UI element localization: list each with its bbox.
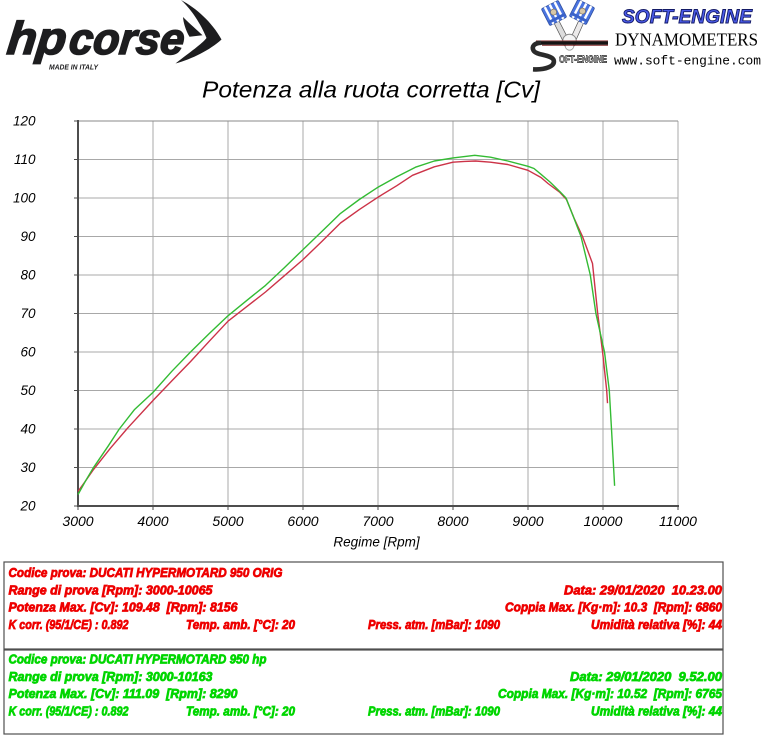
svg-text:60: 60 bbox=[20, 345, 36, 360]
svg-text:10000: 10000 bbox=[584, 513, 623, 529]
svg-text:Press. atm. [mBar]: 1090: Press. atm. [mBar]: 1090 bbox=[368, 704, 500, 718]
svg-text:www.soft-engine.com: www.soft-engine.com bbox=[614, 54, 761, 69]
svg-text:9000: 9000 bbox=[512, 513, 543, 529]
svg-text:70: 70 bbox=[20, 306, 36, 321]
svg-text:11000: 11000 bbox=[659, 513, 697, 529]
svg-text:30: 30 bbox=[20, 460, 36, 475]
svg-text:Temp. amb. [°C]: 20: Temp. amb. [°C]: 20 bbox=[186, 618, 295, 632]
svg-text:Potenza alla ruota corretta [C: Potenza alla ruota corretta [Cv] bbox=[202, 77, 541, 103]
svg-text:OFT-ENGINE: OFT-ENGINE bbox=[559, 54, 607, 66]
svg-text:120: 120 bbox=[13, 114, 36, 129]
svg-text:Data: 29/01/2020 10.23.00: Data: 29/01/2020 10.23.00 bbox=[564, 583, 722, 597]
svg-text:MADE IN ITALY: MADE IN ITALY bbox=[49, 62, 99, 71]
svg-text:Coppia Max. [Kg·m]: 10.3 [Rpm: Coppia Max. [Kg·m]: 10.3 [Rpm]: 6860 bbox=[505, 601, 722, 615]
svg-text:80: 80 bbox=[20, 268, 36, 283]
svg-text:8000: 8000 bbox=[437, 513, 468, 529]
svg-text:Codice prova: DUCATI HYPERMOTA: Codice prova: DUCATI HYPERMOTARD 950 ORI… bbox=[9, 566, 283, 580]
svg-text:4000: 4000 bbox=[137, 513, 168, 529]
svg-text:Codice prova: DUCATI HYPERMOTA: Codice prova: DUCATI HYPERMOTARD 950 hp bbox=[9, 653, 267, 667]
svg-text:Umidità relativa [%]: 44: Umidità relativa [%]: 44 bbox=[591, 618, 722, 632]
svg-text:Range di prova [Rpm]: 3000-100: Range di prova [Rpm]: 3000-10065 bbox=[9, 583, 214, 597]
svg-text:K corr. (95/1/CE) : 0.892: K corr. (95/1/CE) : 0.892 bbox=[9, 704, 129, 718]
svg-text:100: 100 bbox=[13, 191, 36, 206]
svg-text:5000: 5000 bbox=[212, 513, 243, 529]
svg-text:Potenza Max. [Cv]: 109.48 [Rp: Potenza Max. [Cv]: 109.48 [Rpm]: 8156 bbox=[9, 601, 239, 615]
svg-text:hp: hp bbox=[5, 12, 69, 64]
svg-text:90: 90 bbox=[20, 229, 36, 244]
svg-text:50: 50 bbox=[20, 383, 36, 398]
svg-text:Range di prova [Rpm]: 3000-101: Range di prova [Rpm]: 3000-10163 bbox=[9, 670, 213, 684]
svg-text:Press. atm. [mBar]: 1090: Press. atm. [mBar]: 1090 bbox=[368, 618, 500, 632]
svg-text:corse: corse bbox=[67, 15, 187, 64]
svg-text:SOFT-ENGINE: SOFT-ENGINE bbox=[622, 7, 753, 28]
svg-text:Temp. amb. [°C]: 20: Temp. amb. [°C]: 20 bbox=[186, 704, 295, 718]
svg-text:K corr. (95/1/CE) : 0.892: K corr. (95/1/CE) : 0.892 bbox=[9, 618, 129, 632]
svg-text:40: 40 bbox=[20, 422, 36, 437]
svg-text:110: 110 bbox=[14, 152, 36, 167]
svg-text:7000: 7000 bbox=[362, 513, 393, 529]
svg-text:20: 20 bbox=[19, 499, 36, 514]
svg-text:Data: 29/01/2020 9.52.00: Data: 29/01/2020 9.52.00 bbox=[570, 670, 722, 684]
svg-text:6000: 6000 bbox=[287, 513, 318, 529]
svg-text:Umidità relativa [%]: 44: Umidità relativa [%]: 44 bbox=[591, 704, 722, 718]
svg-text:DYNAMOMETERS: DYNAMOMETERS bbox=[615, 30, 758, 50]
svg-text:Potenza Max. [Cv]: 111.09 [Rp: Potenza Max. [Cv]: 111.09 [Rpm]: 8290 bbox=[9, 687, 238, 701]
svg-text:3000: 3000 bbox=[62, 513, 93, 529]
svg-text:Regime [Rpm]: Regime [Rpm] bbox=[333, 535, 421, 550]
svg-text:Coppia Max. [Kg·m]: 10.52 [Rp: Coppia Max. [Kg·m]: 10.52 [Rpm]: 6765 bbox=[498, 687, 723, 701]
